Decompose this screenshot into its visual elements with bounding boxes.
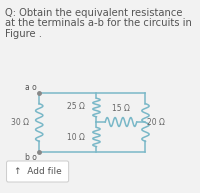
Text: at the terminals a-b for the circuits in: at the terminals a-b for the circuits in: [5, 19, 192, 29]
Text: a o: a o: [25, 83, 37, 92]
Text: Q: Obtain the equivalent resistance: Q: Obtain the equivalent resistance: [5, 8, 182, 18]
Text: 15 Ω: 15 Ω: [112, 104, 130, 113]
Text: 25 Ω: 25 Ω: [67, 102, 85, 111]
Text: b o: b o: [25, 153, 37, 162]
Text: 30 Ω: 30 Ω: [11, 118, 29, 127]
FancyBboxPatch shape: [7, 161, 69, 182]
Text: ↑  Add file: ↑ Add file: [14, 167, 61, 176]
Text: 20 Ω: 20 Ω: [147, 118, 165, 127]
Text: 10 Ω: 10 Ω: [67, 134, 85, 142]
Text: Figure .: Figure .: [5, 29, 42, 39]
